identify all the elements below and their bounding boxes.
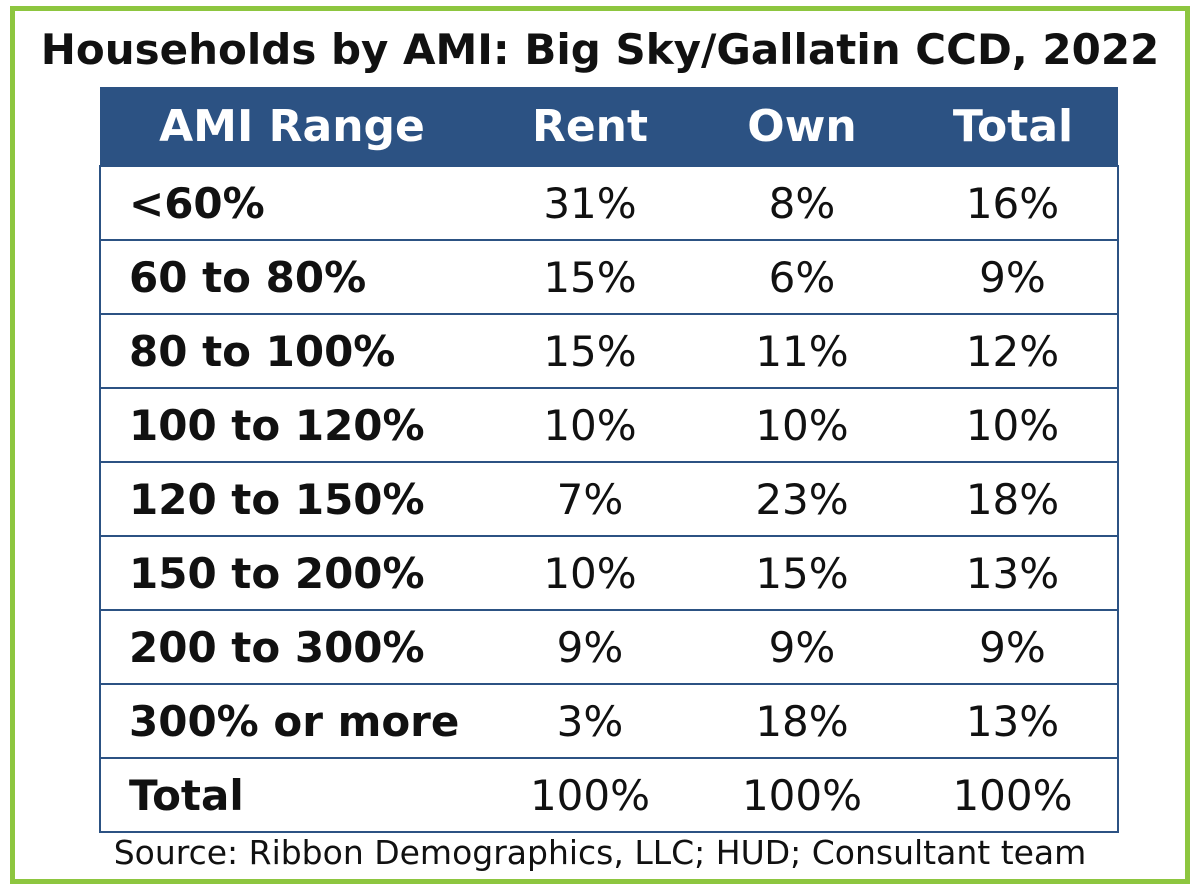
total-cell: 13% — [908, 535, 1118, 610]
table-row: 200 to 300% 9% 9% 9% — [100, 609, 1118, 684]
column-header-rent: Rent — [484, 87, 696, 166]
rent-cell: 15% — [484, 239, 696, 314]
table-row: 120 to 150% 7% 23% 18% — [100, 461, 1118, 536]
total-cell: 12% — [908, 313, 1118, 388]
own-cell: 18% — [696, 683, 908, 758]
own-cell: 8% — [696, 165, 908, 240]
table-row: 60 to 80% 15% 6% 9% — [100, 239, 1118, 314]
chart-frame: Households by AMI: Big Sky/Gallatin CCD,… — [10, 6, 1190, 884]
row-label: 120 to 150% — [100, 461, 484, 536]
rent-cell: 100% — [484, 757, 696, 832]
table-row: 150 to 200% 10% 15% 13% — [100, 535, 1118, 610]
total-cell: 13% — [908, 683, 1118, 758]
row-label: 80 to 100% — [100, 313, 484, 388]
rent-cell: 10% — [484, 387, 696, 462]
total-cell: 18% — [908, 461, 1118, 536]
total-cell: 9% — [908, 239, 1118, 314]
own-cell: 23% — [696, 461, 908, 536]
column-header-ami-range: AMI Range — [100, 87, 484, 166]
row-label: <60% — [100, 165, 484, 240]
rent-cell: 3% — [484, 683, 696, 758]
source-note: Source: Ribbon Demographics, LLC; HUD; C… — [113, 833, 1087, 872]
own-cell: 9% — [696, 609, 908, 684]
column-header-total: Total — [908, 87, 1118, 166]
column-header-own: Own — [696, 87, 908, 166]
chart-title: Households by AMI: Big Sky/Gallatin CCD,… — [40, 25, 1160, 74]
table-header-row: AMI Range Rent Own Total — [100, 87, 1118, 166]
row-label: 300% or more — [100, 683, 484, 758]
row-label: 150 to 200% — [100, 535, 484, 610]
own-cell: 6% — [696, 239, 908, 314]
rent-cell: 31% — [484, 165, 696, 240]
total-cell: 16% — [908, 165, 1118, 240]
row-label: Total — [100, 757, 484, 832]
table-row: 300% or more 3% 18% 13% — [100, 683, 1118, 758]
row-label: 100 to 120% — [100, 387, 484, 462]
rent-cell: 9% — [484, 609, 696, 684]
table-row: 80 to 100% 15% 11% 12% — [100, 313, 1118, 388]
rent-cell: 10% — [484, 535, 696, 610]
row-label: 60 to 80% — [100, 239, 484, 314]
rent-cell: 7% — [484, 461, 696, 536]
table-row: 100 to 120% 10% 10% 10% — [100, 387, 1118, 462]
ami-table: AMI Range Rent Own Total <60% 31% 8% 16%… — [99, 87, 1119, 833]
rent-cell: 15% — [484, 313, 696, 388]
own-cell: 100% — [696, 757, 908, 832]
table-row-total: Total 100% 100% 100% — [100, 757, 1118, 832]
own-cell: 11% — [696, 313, 908, 388]
total-cell: 10% — [908, 387, 1118, 462]
total-cell: 9% — [908, 609, 1118, 684]
total-cell: 100% — [908, 757, 1118, 832]
row-label: 200 to 300% — [100, 609, 484, 684]
table-row: <60% 31% 8% 16% — [100, 165, 1118, 240]
own-cell: 10% — [696, 387, 908, 462]
own-cell: 15% — [696, 535, 908, 610]
